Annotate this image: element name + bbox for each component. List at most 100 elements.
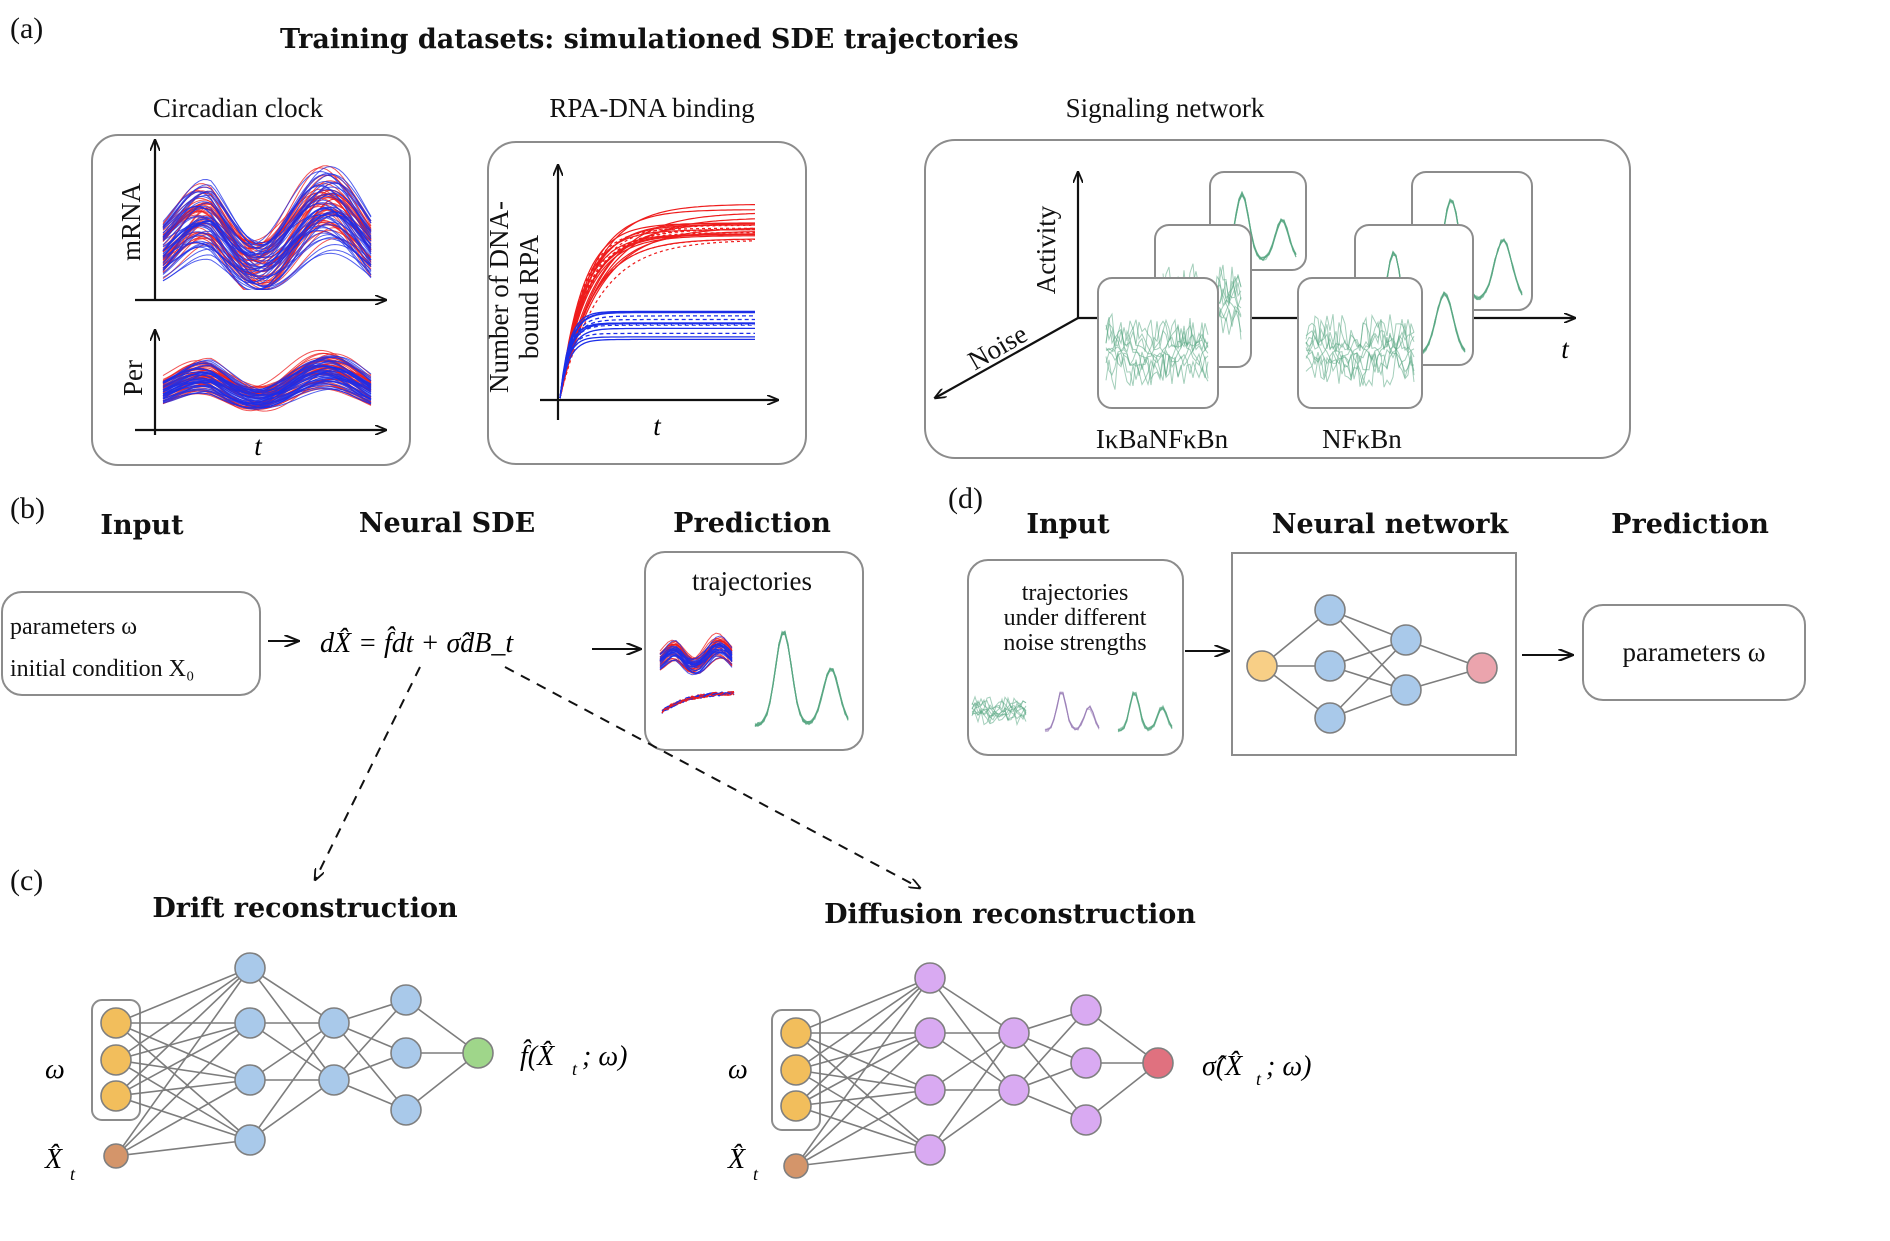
network-edge: [1329, 639, 1407, 719]
panel-b-input-title: Input: [100, 510, 184, 541]
trajectory-line: [162, 217, 372, 290]
network-edge: [929, 977, 1015, 1034]
rpa-red-trace: [559, 233, 755, 399]
network-edge: [115, 1022, 251, 1141]
network-edge: [795, 1089, 931, 1167]
network-edge: [115, 967, 251, 1061]
panel-b-input-box: [1, 591, 261, 696]
circadian-y-top-label: mRNA: [116, 182, 146, 261]
network-edge: [115, 1022, 251, 1081]
diffusion-output-tail: ; ω): [1266, 1051, 1311, 1082]
panel-c-letter: (c): [10, 864, 43, 897]
network-edge: [249, 1079, 335, 1141]
network-node: [390, 984, 422, 1016]
network-edge: [795, 977, 931, 1107]
signal-trace: [971, 696, 1027, 725]
trajectory-line: [162, 167, 372, 250]
rpa-blue-trace: [559, 338, 755, 399]
trajectory-line: [162, 356, 372, 393]
network-edge: [115, 1079, 251, 1157]
rpa-red-trace: [559, 235, 755, 399]
trajectory-line: [162, 370, 372, 396]
signaling-group1-label: IκBaNFκBn: [1096, 424, 1229, 454]
signal-trace: [1105, 319, 1209, 377]
signal-trace: [971, 700, 1027, 725]
panel-b-prediction-title: Prediction: [673, 508, 831, 539]
trajectory-line: [162, 375, 372, 396]
rpa-plot: Number of DNA- bound RPA t: [484, 165, 778, 441]
trajectory-line: [659, 644, 733, 669]
network-edge: [333, 999, 407, 1081]
network-edge: [929, 1032, 1015, 1091]
network-node: [234, 1064, 266, 1096]
trajectory-line: [162, 360, 372, 391]
rpa-x-label: t: [653, 411, 662, 441]
trajectory-line: [162, 360, 372, 394]
panel-d-prediction-title: Prediction: [1611, 509, 1769, 540]
signal-trace: [1105, 318, 1209, 387]
network-node: [780, 1054, 812, 1086]
pred-rpa-trace: [661, 691, 735, 714]
rpa-red-trace: [559, 234, 755, 399]
trajectory-line: [162, 199, 372, 265]
pred-rpa-trace: [661, 691, 735, 712]
network-node: [998, 1074, 1030, 1106]
drift-network: [91, 952, 494, 1169]
network-edge: [115, 1059, 251, 1081]
dashed-arrow-diffusion: [504, 666, 920, 888]
network-edge: [249, 967, 335, 1081]
trajectory-line: [162, 183, 372, 246]
panel-d-input-title: Input: [1026, 509, 1110, 540]
rpa-blue-trace: [559, 310, 755, 399]
drift-xt-label: X̂: [44, 1144, 63, 1175]
panel-d-letter: (d): [948, 482, 983, 515]
network-node: [100, 1044, 132, 1076]
circadian-title: Circadian clock: [153, 93, 324, 123]
network-node: [103, 1143, 129, 1169]
signal-trace: [1305, 314, 1415, 382]
trajectory-line: [162, 365, 372, 400]
network-edge: [115, 1022, 251, 1097]
panel-d-prediction-label: parameters ω: [1623, 637, 1766, 667]
panel-a-title: Training datasets: simulationed SDE traj…: [280, 24, 1019, 55]
trajectory-line: [162, 252, 372, 290]
signaling-x-label: t: [1561, 334, 1570, 364]
panel-b-model-title: Neural SDE: [359, 508, 535, 539]
network-edge: [1013, 1009, 1087, 1091]
network-node: [914, 1134, 946, 1166]
network-node: [234, 1007, 266, 1039]
rpa-red-trace: [559, 229, 755, 399]
panel-d-thumbnails: [971, 690, 1173, 733]
network-node: [1466, 652, 1498, 684]
trajectory-line: [162, 355, 372, 392]
network-node: [234, 952, 266, 984]
trajectory-line: [162, 195, 372, 258]
trajectory-line: [162, 377, 372, 400]
network-edge: [795, 1032, 931, 1151]
network-node: [100, 1080, 132, 1112]
network-node: [1314, 594, 1346, 626]
panel-b-input-line1: parameters ω: [10, 614, 137, 640]
trajectory-line: [659, 632, 733, 660]
network-node: [780, 1017, 812, 1049]
rpa-box: [487, 141, 807, 465]
panel-d-prediction-box: [1582, 604, 1806, 701]
trajectory-line: [162, 185, 372, 256]
drift-xt-sub: t: [70, 1164, 76, 1184]
network-node: [1070, 994, 1102, 1026]
circadian-top-plot: mRNA: [116, 140, 386, 300]
network-edge: [115, 967, 251, 1157]
rpa-blue-trace: [559, 332, 755, 399]
network-edge: [795, 1032, 931, 1167]
trajectory-line: [162, 214, 372, 253]
panel-b-input-line2: initial condition X₀: [10, 656, 194, 682]
trajectory-line: [162, 202, 372, 285]
panel-d-input-line3: noise strengths: [1003, 630, 1146, 656]
rpa-blue-trace: [559, 323, 755, 399]
network-node: [100, 1007, 132, 1039]
trajectory-line: [162, 206, 372, 272]
trajectory-line: [659, 642, 733, 663]
rpa-red-trace: [559, 229, 755, 399]
network-node: [1390, 674, 1422, 706]
trajectory-line: [162, 181, 372, 250]
